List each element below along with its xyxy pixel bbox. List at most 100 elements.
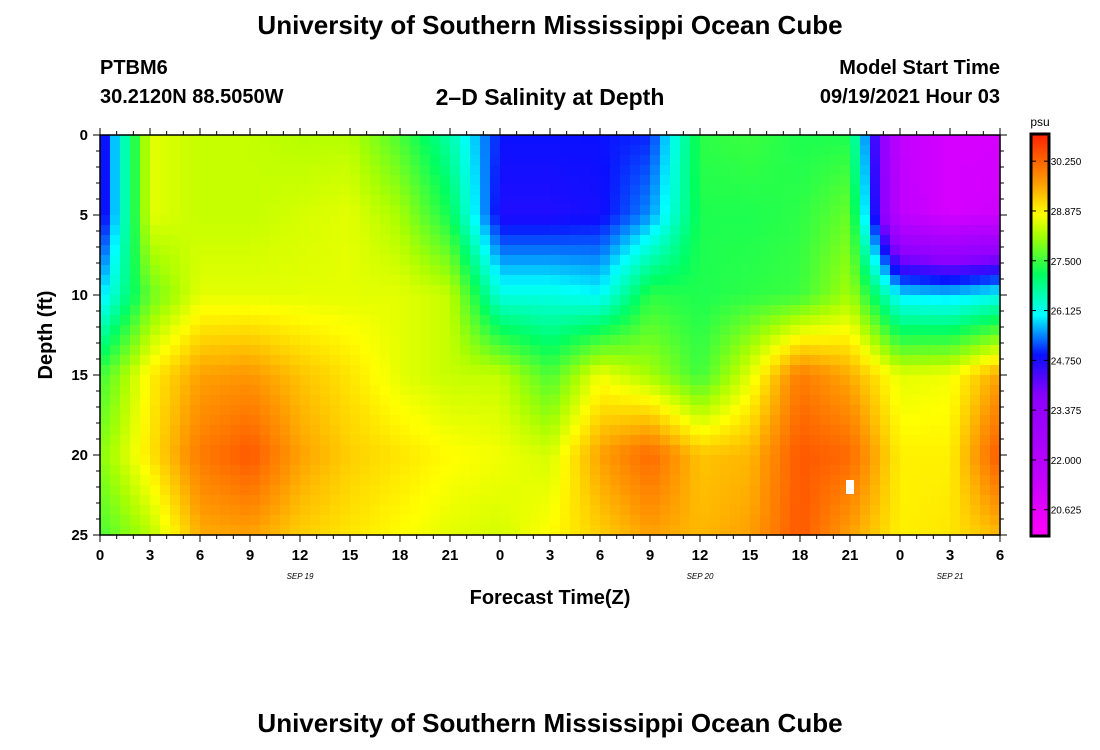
heatmap-cell <box>420 405 431 416</box>
heatmap-cell <box>150 185 161 196</box>
heatmap-cell <box>160 375 171 386</box>
heatmap-cell <box>450 275 461 286</box>
heatmap-cell <box>400 465 411 476</box>
heatmap-cell <box>250 175 261 186</box>
heatmap-cell <box>800 305 811 316</box>
heatmap-cell <box>700 375 711 386</box>
heatmap-cell <box>290 375 301 386</box>
heatmap-cell <box>140 245 151 256</box>
heatmap-cell <box>900 445 911 456</box>
heatmap-cell <box>790 145 801 156</box>
heatmap-cell <box>540 265 551 276</box>
heatmap-cell <box>360 425 371 436</box>
heatmap-cell <box>850 275 861 286</box>
heatmap-cell <box>620 245 631 256</box>
heatmap-cell <box>710 235 721 246</box>
heatmap-cell <box>860 285 871 296</box>
heatmap-cell <box>230 355 241 366</box>
heatmap-cell <box>810 165 821 176</box>
heatmap-cell <box>120 355 131 366</box>
heatmap-cell <box>660 465 671 476</box>
heatmap-cell <box>540 345 551 356</box>
colorbar-tick-label: 23.375 <box>1051 406 1082 417</box>
heatmap-cell <box>970 495 981 506</box>
heatmap-cell <box>750 375 761 386</box>
heatmap-cell <box>200 255 211 266</box>
heatmap-cell <box>750 255 761 266</box>
heatmap-cell <box>790 135 801 146</box>
heatmap-cell <box>770 145 781 156</box>
heatmap-cell <box>370 495 381 506</box>
heatmap-cell <box>930 405 941 416</box>
heatmap-cell <box>660 525 671 536</box>
heatmap-cell <box>990 385 1001 396</box>
heatmap-cell <box>760 385 771 396</box>
heatmap-cell <box>590 395 601 406</box>
heatmap-cell <box>720 495 731 506</box>
heatmap-cell <box>500 145 511 156</box>
heatmap-cell <box>870 355 881 366</box>
heatmap-cell <box>910 385 921 396</box>
heatmap-cell <box>610 135 621 146</box>
heatmap-cell <box>380 505 391 516</box>
heatmap-cell <box>310 495 321 506</box>
heatmap-cell <box>270 485 281 496</box>
heatmap-cell <box>740 475 751 486</box>
heatmap-cell <box>370 175 381 186</box>
heatmap-cell <box>370 395 381 406</box>
heatmap-cell <box>590 445 601 456</box>
heatmap-cell <box>310 135 321 146</box>
heatmap-cell <box>820 335 831 346</box>
heatmap-cell <box>170 505 181 516</box>
heatmap-cell <box>750 365 761 376</box>
heatmap-cell <box>550 435 561 446</box>
heatmap-cell <box>430 425 441 436</box>
heatmap-cell <box>570 315 581 326</box>
heatmap-cell <box>160 225 171 236</box>
heatmap-cell <box>460 415 471 426</box>
heatmap-cell <box>420 525 431 536</box>
heatmap-cell <box>420 185 431 196</box>
heatmap-cell <box>700 155 711 166</box>
heatmap-cell <box>320 465 331 476</box>
colorbar-tick-label: 30.250 <box>1051 157 1082 168</box>
heatmap-cell <box>320 415 331 426</box>
heatmap-cell <box>490 275 501 286</box>
heatmap-cell <box>570 375 581 386</box>
heatmap-cell <box>940 325 951 336</box>
heatmap-cell <box>130 375 141 386</box>
heatmap-cell <box>680 465 691 476</box>
heatmap-cell <box>810 425 821 436</box>
heatmap-cell <box>140 365 151 376</box>
heatmap-cell <box>520 215 531 226</box>
heatmap-cell <box>170 305 181 316</box>
heatmap-cell <box>840 275 851 286</box>
heatmap-cell <box>140 285 151 296</box>
heatmap-cell <box>670 295 681 306</box>
heatmap-cell <box>640 315 651 326</box>
heatmap-cell <box>100 445 111 456</box>
heatmap-cell <box>580 285 591 296</box>
heatmap-cell <box>850 505 861 516</box>
heatmap-cell <box>250 295 261 306</box>
heatmap-cell <box>890 515 901 526</box>
heatmap-cell <box>560 195 571 206</box>
heatmap-cell <box>870 505 881 516</box>
heatmap-cell <box>780 395 791 406</box>
heatmap-cell <box>500 395 511 406</box>
heatmap-cell <box>970 275 981 286</box>
heatmap-cell <box>860 415 871 426</box>
heatmap-cell <box>640 435 651 446</box>
x-tick-label: 0 <box>896 547 904 564</box>
heatmap-cell <box>860 165 871 176</box>
heatmap-cell <box>370 425 381 436</box>
heatmap-cell <box>570 355 581 366</box>
heatmap-cell <box>440 245 451 256</box>
heatmap-cell <box>640 275 651 286</box>
heatmap-cell <box>370 265 381 276</box>
heatmap-cell <box>220 275 231 286</box>
heatmap-cell <box>460 205 471 216</box>
heatmap-cell <box>800 375 811 386</box>
heatmap-cell <box>740 205 751 216</box>
heatmap-cell <box>110 385 121 396</box>
